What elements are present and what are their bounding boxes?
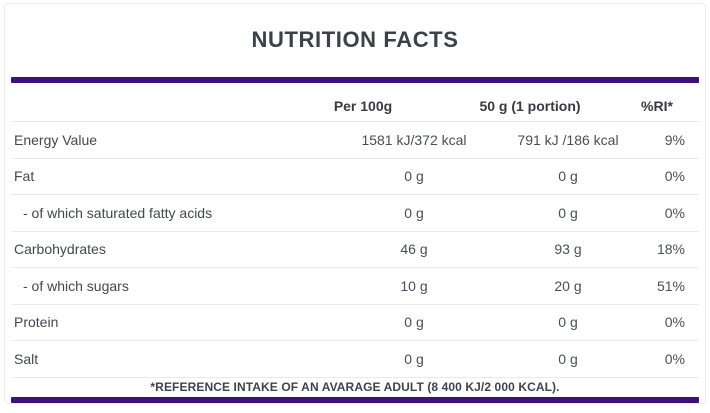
value-per-portion: 20 g <box>554 277 582 294</box>
value-ri-percent: 0% <box>664 204 685 221</box>
value-per-portion: 0 g <box>558 314 578 331</box>
value-ri-percent: 9% <box>664 131 685 148</box>
table-row: Salt 0 g 0 g 0% <box>11 341 699 378</box>
table-row: Energy Value 1581 kJ/372 kcal 791 kJ /186 … <box>11 122 699 159</box>
table-row: Fat 0 g 0 g 0% <box>11 159 699 195</box>
value-per-100g: 1581 kJ/372 kcal <box>361 131 467 148</box>
reference-intake-footnote: *REFERENCE INTAKE OF AN AVARAGE ADULT (8… <box>150 379 560 394</box>
value-per-portion: 791 kJ /186 kcal <box>517 131 619 148</box>
value-per-100g: 0 g <box>404 314 424 331</box>
header-per-100g: Per 100g <box>333 98 393 114</box>
nutrition-facts-panel: NUTRITION FACTS Per 100g 50 g (1 portion… <box>4 3 706 404</box>
panel-title: NUTRITION FACTS <box>251 27 459 52</box>
value-ri-percent: 0% <box>664 314 685 331</box>
nutrient-label: Fat <box>14 168 35 185</box>
table-row: - of which sugars 10 g 20 g 51% <box>11 268 699 305</box>
value-per-100g: 0 g <box>404 350 424 367</box>
table-row: Carbohydrates 46 g 93 g 18% <box>11 232 699 268</box>
nutrient-label: Energy Value <box>14 131 98 148</box>
value-per-100g: 0 g <box>404 168 424 185</box>
value-per-100g: 46 g <box>400 241 428 258</box>
value-ri-percent: 18% <box>656 241 685 258</box>
value-per-portion: 93 g <box>554 241 582 258</box>
value-per-100g: 10 g <box>400 277 428 294</box>
value-per-portion: 0 g <box>558 350 578 367</box>
value-per-portion: 0 g <box>558 204 578 221</box>
table-header: Per 100g 50 g (1 portion) %RI* <box>11 83 699 122</box>
nutrient-label: Salt <box>14 350 39 367</box>
table-row: Protein 0 g 0 g 0% <box>11 305 699 341</box>
value-per-portion: 0 g <box>558 168 578 185</box>
header-ri-percent: %RI* <box>641 98 673 114</box>
value-ri-percent: 0% <box>664 168 685 185</box>
nutrient-label: - of which saturated fatty acids <box>23 204 213 221</box>
value-per-100g: 0 g <box>404 204 424 221</box>
top-accent-bar <box>11 77 699 83</box>
value-ri-percent: 0% <box>664 350 685 367</box>
nutrient-label: Carbohydrates <box>14 241 106 258</box>
table-body: Energy Value 1581 kJ/372 kcal 791 kJ /186 … <box>11 122 699 378</box>
value-ri-percent: 51% <box>656 277 685 294</box>
nutrient-label: - of which sugars <box>23 277 129 294</box>
table-row: - of which saturated fatty acids 0 g 0 g 0% <box>11 195 699 232</box>
nutrient-label: Protein <box>14 314 59 331</box>
header-portion: 50 g (1 portion) <box>479 98 581 114</box>
bottom-accent-bar <box>11 396 699 403</box>
